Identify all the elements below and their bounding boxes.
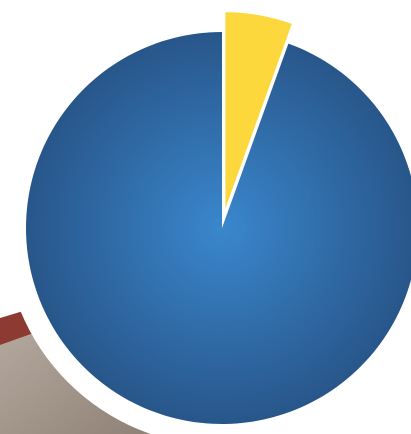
pie-slice-highlight (225, 12, 292, 209)
pie-slice-main (26, 32, 411, 424)
